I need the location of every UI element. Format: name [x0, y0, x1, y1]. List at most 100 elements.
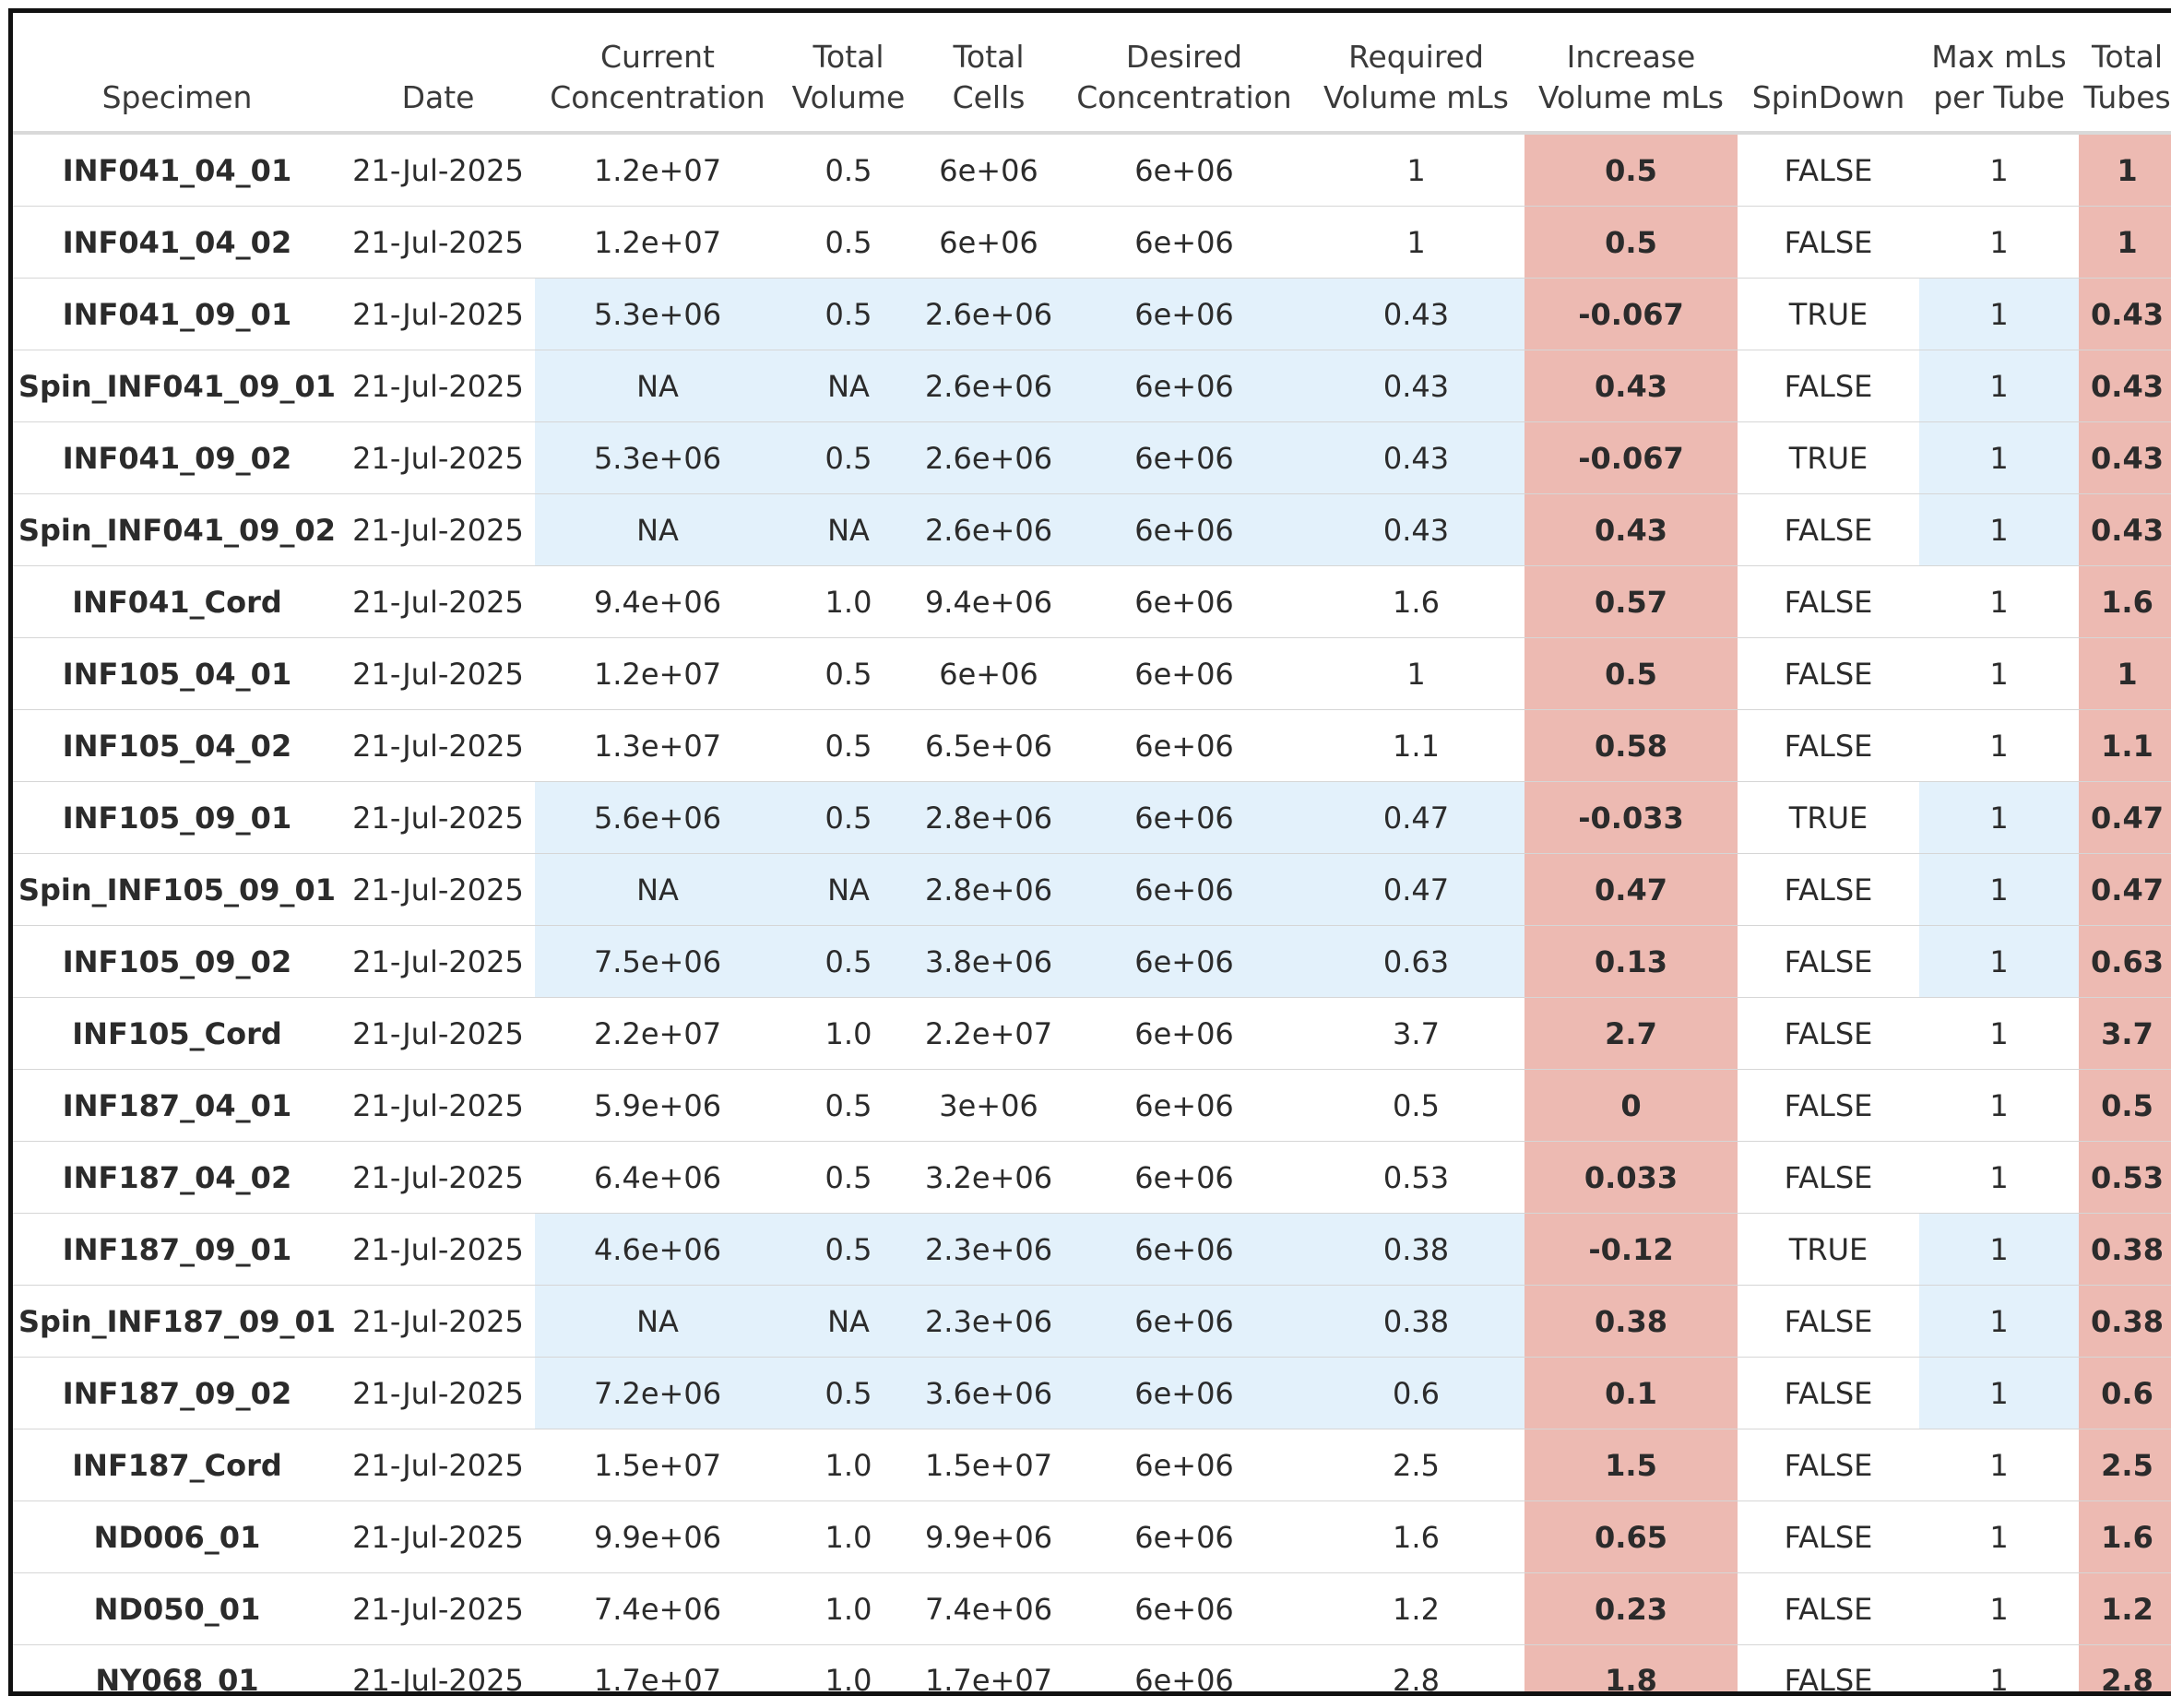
table-row[interactable]: INF187_04_01 21-Jul-2025 5.9e+06 0.5 3e+06 6e… [13, 1069, 2171, 1142]
table-row[interactable]: INF105_04_01 21-Jul-2025 1.2e+07 0.5 6e+06 6e… [13, 637, 2171, 710]
table-row[interactable]: INF041_Cord 21-Jul-2025 9.4e+06 1.0 9.4e+06 6… [13, 565, 2171, 638]
cell-total-tubes: 1.6 [2079, 565, 2171, 638]
table-row[interactable]: INF041_09_01 21-Jul-2025 5.3e+06 0.5 2.6e+06… [13, 278, 2171, 350]
column-header-total-tubes[interactable]: Total Tubes [2079, 13, 2171, 135]
cell-increase-volume: 0.5 [1524, 132, 1738, 207]
table-row[interactable]: INF105_09_01 21-Jul-2025 5.6e+06 0.5 2.8e+06… [13, 781, 2171, 854]
cell-increase-volume: 0.13 [1524, 925, 1738, 998]
cell-specimen: Spin_INF041_09_01 [13, 350, 341, 422]
cell-date: 21-Jul-2025 [341, 709, 535, 782]
cell-date: 21-Jul-2025 [341, 1285, 535, 1358]
table-row[interactable]: ND006_01 21-Jul-2025 9.9e+06 1.0 9.9e+06 6e+0… [13, 1500, 2171, 1573]
cell-max-mls-per-tube: 1 [1919, 565, 2079, 638]
table-row[interactable]: ND050_01 21-Jul-2025 7.4e+06 1.0 7.4e+06 6e+0… [13, 1572, 2171, 1645]
column-header-spindown[interactable]: SpinDown [1738, 13, 1919, 135]
cell-current-concentration: 2.2e+07 [535, 997, 780, 1070]
cell-total-tubes: 0.5 [2079, 1069, 2171, 1142]
cell-max-mls-per-tube: 1 [1919, 1429, 2079, 1501]
cell-total-volume: 0.5 [780, 925, 917, 998]
cell-total-tubes: 1.1 [2079, 709, 2171, 782]
cell-total-volume: NA [780, 493, 917, 566]
cell-increase-volume: -0.12 [1524, 1213, 1738, 1286]
column-header-increase-volume[interactable]: Increase Volume mLs [1524, 13, 1738, 135]
cell-desired-concentration: 6e+06 [1061, 132, 1308, 207]
cell-total-volume: 1.0 [780, 565, 917, 638]
cell-date: 21-Jul-2025 [341, 925, 535, 998]
table-row[interactable]: INF105_Cord 21-Jul-2025 2.2e+07 1.0 2.2e+07 6… [13, 997, 2171, 1070]
table-row[interactable]: Spin_INF041_09_01 21-Jul-2025 NA NA 2.6e+06 6… [13, 350, 2171, 422]
cell-required-volume: 2.5 [1308, 1429, 1524, 1501]
cell-total-volume: 0.5 [780, 781, 917, 854]
cell-specimen: INF041_09_02 [13, 421, 341, 494]
table-body: INF041_04_01 21-Jul-2025 1.2e+07 0.5 6e+06 6e… [13, 132, 2171, 1691]
column-header-max-mls-per-tube[interactable]: Max mLs per Tube [1919, 13, 2079, 135]
column-header-required-volume[interactable]: Required Volume mLs [1308, 13, 1524, 135]
cell-current-concentration: 4.6e+06 [535, 1213, 780, 1286]
cell-increase-volume: 0.43 [1524, 350, 1738, 422]
cell-max-mls-per-tube: 1 [1919, 1500, 2079, 1573]
cell-total-tubes: 2.5 [2079, 1429, 2171, 1501]
cell-date: 21-Jul-2025 [341, 350, 535, 422]
table-row[interactable]: INF105_04_02 21-Jul-2025 1.3e+07 0.5 6.5e+06… [13, 709, 2171, 782]
cell-total-tubes: 0.47 [2079, 853, 2171, 926]
cell-max-mls-per-tube: 1 [1919, 421, 2079, 494]
table-row[interactable]: Spin_INF187_09_01 21-Jul-2025 NA NA 2.3e+06 6… [13, 1285, 2171, 1358]
cell-specimen: Spin_INF041_09_02 [13, 493, 341, 566]
cell-date: 21-Jul-2025 [341, 278, 535, 350]
table-row[interactable]: INF187_Cord 21-Jul-2025 1.5e+07 1.0 1.5e+07 6… [13, 1429, 2171, 1501]
cell-current-concentration: 5.6e+06 [535, 781, 780, 854]
cell-total-tubes: 0.43 [2079, 350, 2171, 422]
cell-date: 21-Jul-2025 [341, 1357, 535, 1429]
cell-spindown: FALSE [1738, 1429, 1919, 1501]
table-row[interactable]: INF187_09_01 21-Jul-2025 4.6e+06 0.5 2.3e+06… [13, 1213, 2171, 1286]
cell-desired-concentration: 6e+06 [1061, 1069, 1308, 1142]
cell-total-cells: 3e+06 [917, 1069, 1061, 1142]
cell-current-concentration: 7.4e+06 [535, 1572, 780, 1645]
cell-total-volume: NA [780, 853, 917, 926]
cell-increase-volume: 2.7 [1524, 997, 1738, 1070]
cell-specimen: INF041_Cord [13, 565, 341, 638]
cell-current-concentration: 1.7e+07 [535, 1644, 780, 1691]
column-header-desired-concentration[interactable]: Desired Concentration [1061, 13, 1308, 135]
cell-specimen: INF105_Cord [13, 997, 341, 1070]
column-header-total-volume[interactable]: Total Volume [780, 13, 917, 135]
cell-spindown: FALSE [1738, 1500, 1919, 1573]
cell-date: 21-Jul-2025 [341, 421, 535, 494]
cell-max-mls-per-tube: 1 [1919, 1069, 2079, 1142]
cell-date: 21-Jul-2025 [341, 1141, 535, 1214]
table-row[interactable]: INF041_09_02 21-Jul-2025 5.3e+06 0.5 2.6e+06… [13, 421, 2171, 494]
cell-spindown: FALSE [1738, 997, 1919, 1070]
cell-date: 21-Jul-2025 [341, 1500, 535, 1573]
table-row[interactable]: INF041_04_02 21-Jul-2025 1.2e+07 0.5 6e+06 6e… [13, 206, 2171, 279]
cell-total-cells: 6e+06 [917, 637, 1061, 710]
cell-desired-concentration: 6e+06 [1061, 278, 1308, 350]
cell-total-volume: 0.5 [780, 132, 917, 207]
cell-total-cells: 9.4e+06 [917, 565, 1061, 638]
table-row[interactable]: INF041_04_01 21-Jul-2025 1.2e+07 0.5 6e+06 6e… [13, 132, 2171, 207]
table-row[interactable]: NY068_01 21-Jul-2025 1.7e+07 1.0 1.7e+07 6e+0… [13, 1644, 2171, 1691]
cell-required-volume: 0.43 [1308, 350, 1524, 422]
cell-max-mls-per-tube: 1 [1919, 1357, 2079, 1429]
cell-required-volume: 0.47 [1308, 853, 1524, 926]
cell-total-tubes: 0.43 [2079, 493, 2171, 566]
cell-required-volume: 1 [1308, 132, 1524, 207]
column-header-current-concentration[interactable]: Current Concentration [535, 13, 780, 135]
cell-max-mls-per-tube: 1 [1919, 709, 2079, 782]
cell-spindown: TRUE [1738, 1213, 1919, 1286]
cell-max-mls-per-tube: 1 [1919, 781, 2079, 854]
cell-total-volume: 0.5 [780, 1213, 917, 1286]
column-header-total-cells[interactable]: Total Cells [917, 13, 1061, 135]
table-row[interactable]: Spin_INF105_09_01 21-Jul-2025 NA NA 2.8e+06 6… [13, 853, 2171, 926]
table-row[interactable]: INF187_04_02 21-Jul-2025 6.4e+06 0.5 3.2e+06… [13, 1141, 2171, 1214]
cell-total-volume: 0.5 [780, 278, 917, 350]
cell-max-mls-per-tube: 1 [1919, 997, 2079, 1070]
cell-total-volume: 0.5 [780, 637, 917, 710]
table-row[interactable]: Spin_INF041_09_02 21-Jul-2025 NA NA 2.6e+06 6… [13, 493, 2171, 566]
column-header-specimen[interactable]: Specimen [13, 13, 341, 135]
cell-total-tubes: 0.38 [2079, 1213, 2171, 1286]
cell-total-volume: 1.0 [780, 1572, 917, 1645]
table-row[interactable]: INF105_09_02 21-Jul-2025 7.5e+06 0.5 3.8e+06… [13, 925, 2171, 998]
cell-date: 21-Jul-2025 [341, 781, 535, 854]
column-header-date[interactable]: Date [341, 13, 535, 135]
table-row[interactable]: INF187_09_02 21-Jul-2025 7.2e+06 0.5 3.6e+06… [13, 1357, 2171, 1429]
